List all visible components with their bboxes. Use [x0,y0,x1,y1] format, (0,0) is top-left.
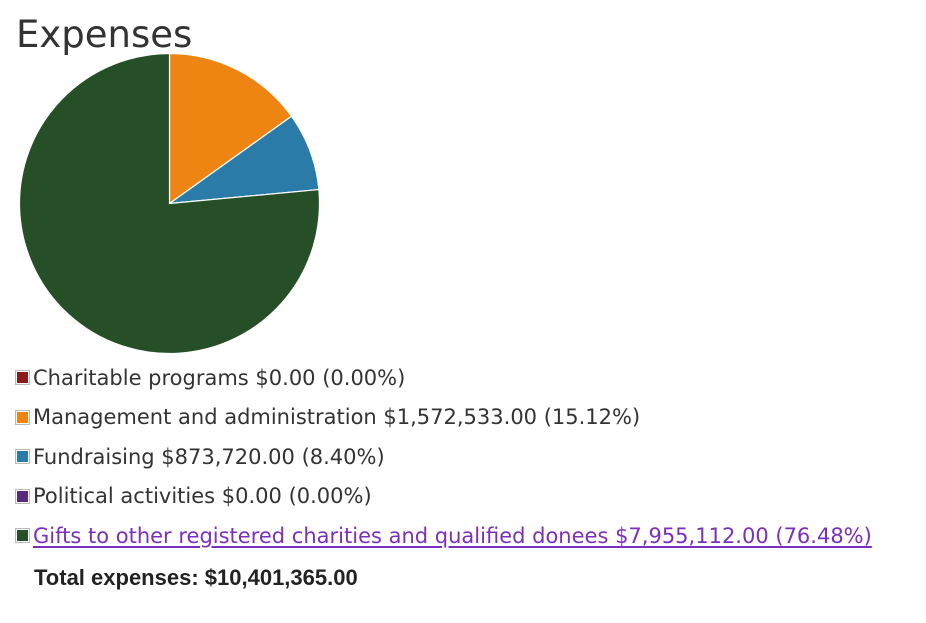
chart-legend: Charitable programs $0.00 (0.00%) Managem… [15,358,872,556]
total-expenses-value: $10,401,365.00 [204,565,358,590]
chart-title: Expenses [16,13,193,56]
legend-swatch [15,449,30,465]
pie-slice-4 [18,52,321,355]
total-expenses-label: Total expenses: [34,565,199,590]
legend-item-1: Management and administration $1,572,533… [15,398,872,438]
legend-item-3: Political activities $0.00 (0.00%) [15,477,872,517]
legend-item-4[interactable]: Gifts to other registered charities and … [15,516,872,556]
total-expenses: Total expenses: $10,401,365.00 [34,565,358,591]
legend-label: Political activities $0.00 (0.00%) [33,484,372,509]
legend-item-0: Charitable programs $0.00 (0.00%) [15,358,872,398]
legend-swatch [15,528,30,544]
legend-label: Fundraising $873,720.00 (8.40%) [33,444,385,469]
legend-link-gifts[interactable]: Gifts to other registered charities and … [33,523,872,548]
legend-swatch [15,409,30,425]
legend-swatch [15,370,30,386]
legend-label: Management and administration $1,572,533… [33,405,641,430]
pie-chart-svg [18,52,321,355]
pie-chart [18,52,321,355]
legend-swatch [15,488,30,504]
legend-item-2: Fundraising $873,720.00 (8.40%) [15,437,872,477]
pie-slice-1 [168,52,293,205]
legend-label: Charitable programs $0.00 (0.00%) [33,365,406,390]
